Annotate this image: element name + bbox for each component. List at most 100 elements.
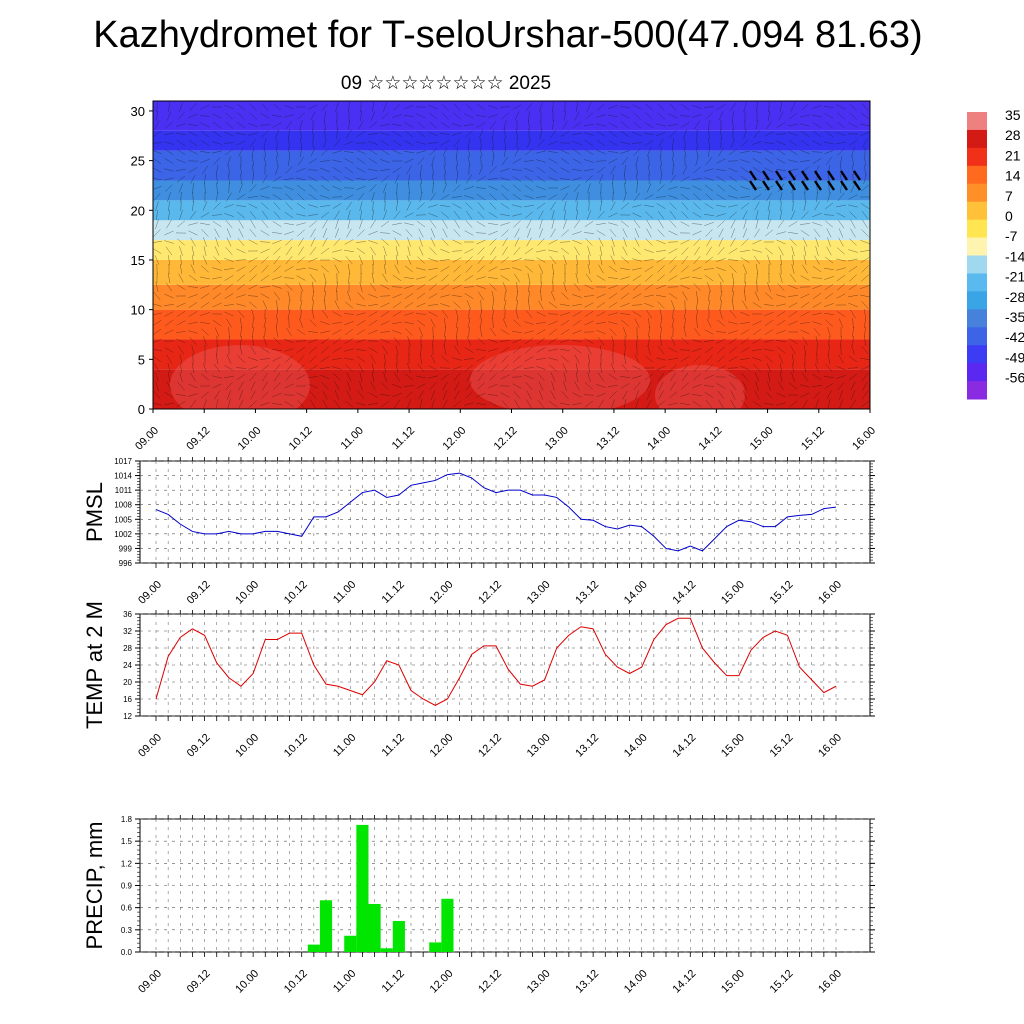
wind-barb [356, 303, 366, 307]
wind-barb [584, 159, 594, 163]
wind-barb [334, 300, 340, 310]
wind-barb [224, 283, 234, 291]
wind-barb [597, 103, 605, 111]
colorbar-label: 28 [1005, 127, 1021, 143]
wind-barb [408, 183, 410, 193]
wind-barb [587, 354, 591, 364]
x-tick-label: 10.00 [233, 579, 261, 607]
wind-barb [608, 115, 618, 117]
colorbar-label: -56 [1005, 370, 1024, 386]
wind-barb [428, 267, 438, 271]
x-tick-label: 13.00 [525, 579, 553, 607]
wind-barb [683, 309, 687, 319]
wind-barb [644, 249, 654, 253]
wind-barb [776, 239, 786, 245]
wind-barb [188, 139, 198, 147]
wind-barb [404, 373, 414, 381]
x-tick-label: 09.12 [184, 425, 212, 453]
wind-barb [201, 229, 209, 237]
wind-barb [176, 132, 186, 136]
wind-barb [384, 254, 386, 266]
wind-barb [359, 282, 363, 292]
wind-barb [287, 138, 291, 148]
wind-barb [584, 310, 594, 318]
wind-barb [659, 309, 663, 319]
wind-barb [428, 283, 438, 291]
wind-barb [703, 106, 715, 108]
wind-barb [633, 192, 641, 202]
wind-barb [863, 309, 867, 319]
wind-barb [381, 238, 389, 246]
wind-barb [766, 120, 772, 130]
wind-barb [224, 268, 234, 270]
wind-barb [417, 156, 425, 166]
wind-barb [453, 184, 461, 192]
wind-barb [492, 128, 494, 140]
wind-barb [331, 322, 343, 324]
wind-barb [780, 200, 782, 212]
wind-barb [164, 403, 174, 405]
wind-barb [583, 295, 595, 297]
wind-barb [669, 174, 677, 184]
wind-barb [428, 275, 438, 281]
wind-barb [153, 402, 162, 406]
wind-barb [825, 121, 833, 129]
wind-barb [776, 311, 786, 317]
wind-barb [706, 246, 712, 256]
wind-barb [692, 400, 702, 408]
colorbar-swatch [967, 255, 987, 274]
wind-barb [360, 111, 362, 121]
wind-barb [836, 141, 846, 145]
wind-barb [164, 141, 174, 145]
wind-barb [719, 309, 723, 319]
wind-barb [525, 102, 533, 112]
wind-barb [550, 228, 556, 238]
wind-barb [573, 183, 581, 193]
wind-barb [418, 390, 424, 400]
wind-barb [863, 174, 867, 184]
wind-barb [477, 255, 485, 265]
wind-barb [548, 140, 558, 146]
wind-barb [368, 158, 378, 164]
wind-barb [766, 192, 772, 202]
wind-barb [444, 327, 446, 337]
wind-barb [441, 211, 449, 219]
wind-barb [525, 265, 533, 273]
warm-core [470, 345, 650, 409]
wind-barb [608, 105, 618, 109]
wind-barb [296, 202, 306, 210]
wind-barb [164, 311, 174, 317]
wind-barb [321, 309, 329, 319]
wind-barb [585, 238, 593, 246]
wind-barb [501, 193, 509, 201]
wind-barb [537, 373, 545, 381]
wind-barb [574, 354, 580, 364]
wind-barb [776, 392, 786, 398]
wind-barb [273, 291, 281, 301]
plot-frame [139, 613, 871, 717]
wind-barb [153, 328, 162, 336]
wind-barb [427, 304, 439, 306]
wind-barb [608, 130, 618, 138]
wind-barb [480, 137, 482, 149]
wind-barb [275, 147, 279, 157]
wind-barb [428, 258, 438, 262]
wind-barb [575, 192, 579, 202]
wind-barb [681, 372, 689, 382]
wind-barb [648, 155, 650, 167]
wind-barb [812, 384, 822, 388]
wind-barb [512, 176, 522, 182]
wind-barb [216, 174, 218, 184]
wind-barb [512, 204, 522, 208]
wind-barb [851, 147, 855, 157]
wind-barb [837, 219, 845, 229]
wind-barb [740, 186, 750, 190]
colorbar-swatch [967, 291, 987, 310]
wind-barb [779, 363, 783, 373]
wind-barb [176, 159, 186, 163]
wind-barb [559, 178, 571, 180]
wind-barb [778, 246, 784, 256]
wind-barb [444, 173, 446, 185]
wind-barb [407, 399, 411, 409]
